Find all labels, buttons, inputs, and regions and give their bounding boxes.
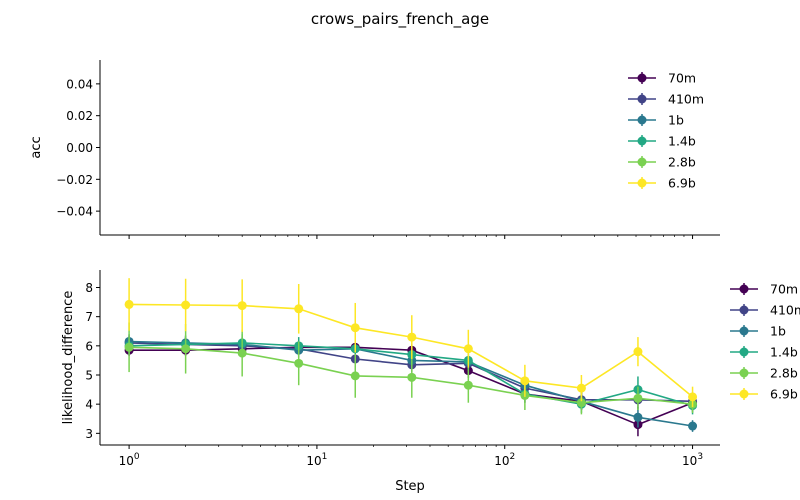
legend-marker bbox=[637, 136, 647, 146]
y-tick-label: 0.04 bbox=[66, 77, 93, 91]
data-point bbox=[688, 392, 698, 402]
y-tick-label: −0.04 bbox=[56, 205, 93, 219]
data-point bbox=[237, 348, 247, 358]
legend-label: 2.8b bbox=[770, 366, 798, 381]
x-axis-label: Step bbox=[395, 479, 425, 494]
data-point bbox=[407, 332, 417, 342]
data-point bbox=[463, 380, 473, 390]
data-point bbox=[350, 323, 360, 333]
legend-label: 6.9b bbox=[770, 387, 798, 402]
legend-marker bbox=[637, 94, 647, 104]
y-tick-label: 7 bbox=[85, 310, 93, 324]
legend-marker bbox=[739, 284, 749, 294]
legend-label: 70m bbox=[770, 282, 798, 297]
data-point bbox=[294, 358, 304, 368]
y-axis-label: acc bbox=[29, 136, 44, 158]
x-tick-label: 103 bbox=[682, 452, 703, 468]
legend-label: 2.8b bbox=[668, 155, 696, 170]
data-point bbox=[350, 371, 360, 381]
data-point bbox=[576, 383, 586, 393]
data-point bbox=[181, 300, 191, 310]
data-point bbox=[294, 304, 304, 314]
legend-label: 410m bbox=[668, 92, 704, 107]
legend-label: 6.9b bbox=[668, 176, 696, 191]
y-tick-label: −0.02 bbox=[56, 173, 93, 187]
legend: 70m 410m 1b 1.4b 2.8b 6.9b bbox=[730, 282, 800, 402]
legend-marker bbox=[739, 347, 749, 357]
panel-0: 0.04 0.02 0.00 −0.02 −0.04 acc 70m 410m 1b 1.4b 2.… bbox=[29, 60, 720, 239]
y-tick-label: 8 bbox=[85, 281, 93, 295]
y-tick-label: 3 bbox=[85, 427, 93, 441]
legend-label: 1.4b bbox=[770, 345, 798, 360]
legend: 70m 410m 1b 1.4b 2.8b 6.9b bbox=[628, 71, 704, 191]
chart-title: crows_pairs_french_age bbox=[311, 10, 489, 29]
legend-marker bbox=[637, 157, 647, 167]
data-point bbox=[237, 301, 247, 311]
data-point bbox=[407, 372, 417, 382]
legend-label: 1b bbox=[668, 113, 684, 128]
data-point bbox=[576, 398, 586, 408]
y-tick-label: 0.02 bbox=[66, 109, 93, 123]
data-point bbox=[633, 347, 643, 357]
data-point bbox=[633, 412, 643, 422]
x-tick-label: 101 bbox=[306, 452, 327, 468]
legend-marker bbox=[739, 389, 749, 399]
data-point bbox=[124, 342, 134, 352]
y-tick-label: 0.00 bbox=[66, 141, 93, 155]
legend-marker bbox=[637, 178, 647, 188]
data-point bbox=[520, 376, 530, 386]
data-point bbox=[181, 344, 191, 354]
y-tick-label: 4 bbox=[85, 398, 93, 412]
series-6.9b bbox=[124, 278, 698, 408]
data-point bbox=[633, 393, 643, 403]
x-tick-label: 100 bbox=[119, 452, 140, 468]
legend-label: 70m bbox=[668, 71, 696, 86]
data-point bbox=[688, 421, 698, 431]
legend-label: 1b bbox=[770, 324, 786, 339]
y-tick-label: 6 bbox=[85, 339, 93, 353]
legend-marker bbox=[739, 305, 749, 315]
legend-label: 1.4b bbox=[668, 134, 696, 149]
panel-1: 3 4 5 6 7 8 likelihood_difference 100 101 102 103 7… bbox=[61, 270, 800, 468]
data-point bbox=[463, 344, 473, 354]
legend-marker bbox=[739, 326, 749, 336]
legend-marker bbox=[637, 115, 647, 125]
legend-label: 410m bbox=[770, 303, 800, 318]
y-axis-label: likelihood_difference bbox=[61, 291, 76, 425]
data-point bbox=[124, 299, 134, 309]
legend-marker bbox=[739, 368, 749, 378]
y-tick-label: 5 bbox=[85, 369, 93, 383]
x-tick-label: 102 bbox=[494, 452, 515, 468]
legend-marker bbox=[637, 73, 647, 83]
